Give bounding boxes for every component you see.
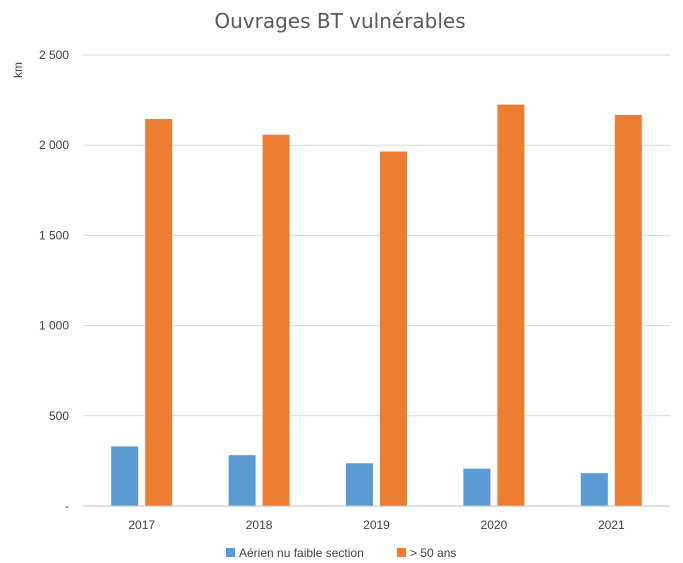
bar-aerien-2021 xyxy=(580,473,608,506)
y-axis-label: km xyxy=(11,62,25,78)
bar-plus-50-ans-2019 xyxy=(380,151,407,506)
bar-aerien-2017 xyxy=(111,446,139,506)
legend-label: > 50 ans xyxy=(410,546,456,560)
x-tick-label: 2020 xyxy=(481,518,508,532)
x-tick-label: 2021 xyxy=(598,518,625,532)
chart-title: Ouvrages BT vulnérables xyxy=(214,9,465,33)
bar-aerien-2018 xyxy=(228,455,256,506)
y-tick-label: 2 000 xyxy=(39,138,69,152)
bar-plus-50-ans-2018 xyxy=(262,134,290,506)
x-tick-label: 2019 xyxy=(363,518,390,532)
y-tick-label: - xyxy=(65,499,69,513)
y-tick-label: 1 000 xyxy=(39,319,69,333)
y-tick-label: 1 500 xyxy=(39,228,69,242)
y-axis-ticks: - 500 1 000 1 500 2 000 2 500 xyxy=(39,48,69,513)
bar-aerien-2019 xyxy=(346,463,373,506)
legend-swatch xyxy=(226,548,235,557)
y-tick-label: 2 500 xyxy=(39,48,69,62)
legend-label: Aérien nu faible section xyxy=(239,546,364,560)
bar-plus-50-ans-2021 xyxy=(614,114,642,507)
bar-plus-50-ans-2017 xyxy=(145,119,173,507)
legend: Aérien nu faible section > 50 ans xyxy=(226,546,456,560)
gridlines xyxy=(83,54,670,417)
x-axis-ticks: 2017 2018 2019 2020 2021 xyxy=(128,518,625,532)
x-tick-label: 2018 xyxy=(246,518,273,532)
legend-swatch xyxy=(397,548,406,557)
x-tick-label: 2017 xyxy=(128,518,155,532)
y-tick-label: 500 xyxy=(49,409,69,423)
bar-plus-50-ans-2020 xyxy=(497,104,525,507)
bar-aerien-2020 xyxy=(463,468,491,506)
bars xyxy=(111,104,642,507)
